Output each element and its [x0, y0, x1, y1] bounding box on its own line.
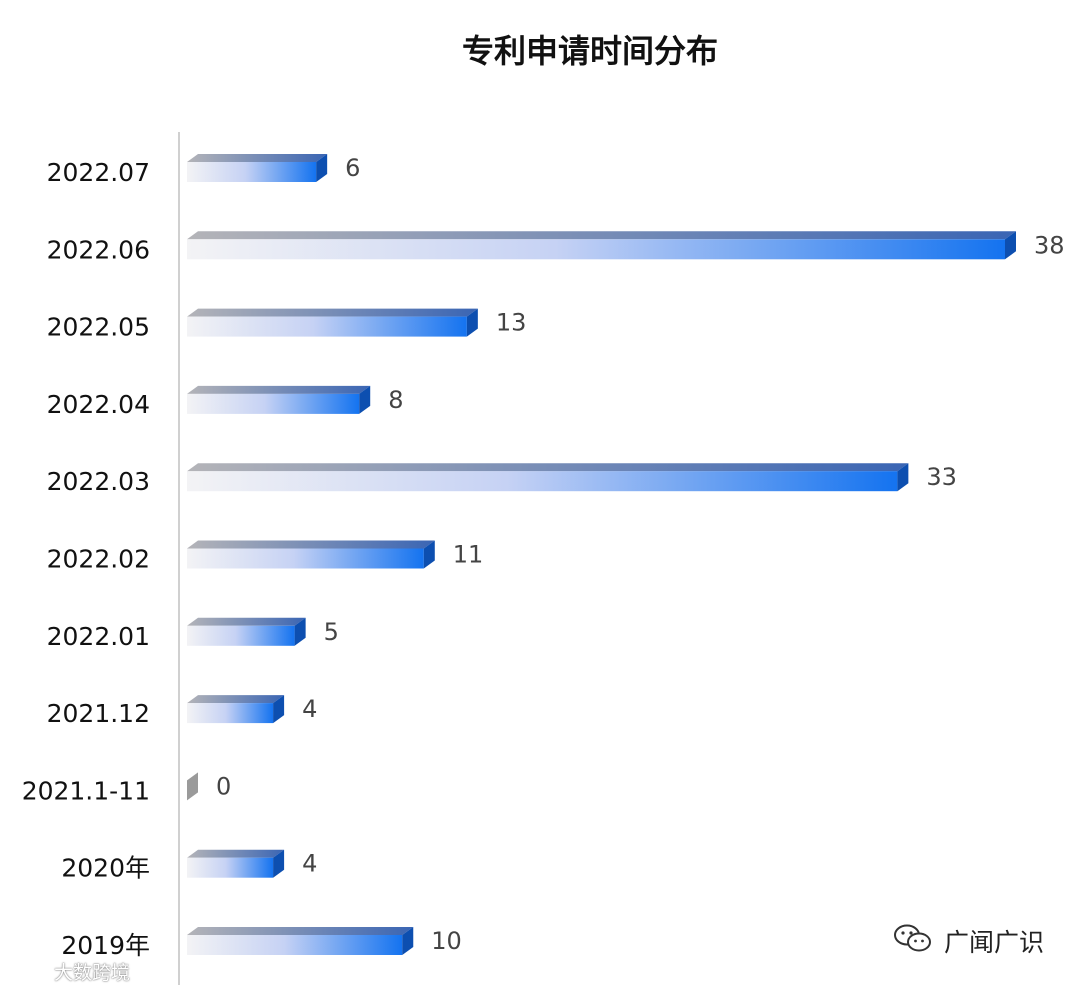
bar [187, 857, 274, 878]
bar-group: 2021.1-11 0 [22, 772, 231, 805]
bar-top-face [187, 849, 285, 858]
value-label: 5 [324, 618, 339, 646]
category-label: 2021.1-11 [22, 776, 150, 805]
bar-group: 2022.04 8 [47, 385, 403, 419]
value-label: 33 [926, 463, 957, 491]
bar-group: 2020年 4 [61, 849, 317, 883]
value-label: 0 [216, 772, 231, 800]
bar-group: 2022.02 11 [47, 540, 484, 574]
bar [187, 935, 403, 955]
bar-side-face [423, 540, 435, 569]
weibo-watermark-text: 大数跨境 [54, 962, 131, 984]
bar-group: 2021.12 4 [47, 695, 317, 728]
value-label: 11 [453, 541, 484, 569]
weibo-icon [10, 958, 50, 985]
bar-group: 2022.06 38 [47, 231, 1065, 264]
bar [187, 625, 295, 646]
bar-side-face [359, 385, 371, 414]
category-label: 2022.03 [47, 467, 150, 496]
wechat-watermark: 广闻广识 [892, 923, 1044, 959]
bar-top-face [187, 540, 435, 549]
category-label: 2022.01 [47, 622, 150, 651]
bar-side-face [273, 849, 285, 878]
bar-side-face [466, 308, 478, 337]
bar [187, 772, 198, 801]
value-label: 8 [388, 386, 403, 414]
bar-top-face [187, 154, 328, 162]
bar [187, 548, 424, 569]
bar-side-face [273, 695, 285, 724]
bar-group: 2022.07 6 [47, 154, 360, 187]
category-label: 2019年 [61, 931, 150, 960]
value-label: 4 [302, 850, 317, 878]
bar-group: 2019年 10 [61, 927, 462, 960]
bar-top-face [187, 231, 1016, 240]
bar-top-face [187, 927, 414, 935]
bar-group: 2022.03 33 [47, 463, 957, 496]
weibo-watermark: 大数跨境 [10, 958, 130, 985]
bar [187, 162, 317, 182]
bar-group: 2022.05 13 [47, 308, 527, 342]
bar-top-face [187, 385, 371, 394]
bar [187, 239, 1005, 260]
bar [187, 393, 360, 414]
wechat-watermark-text: 广闻广识 [943, 928, 1044, 957]
bar-top-face [187, 695, 285, 704]
bar-side-face [294, 617, 306, 646]
category-label: 2022.05 [47, 313, 150, 342]
bar-side-face [1005, 231, 1016, 260]
chart-title: 专利申请时间分布 [462, 32, 718, 70]
category-label: 2021.12 [47, 699, 150, 728]
category-label: 2022.02 [47, 545, 150, 574]
bar-top-face [187, 463, 909, 472]
category-label: 2022.04 [47, 390, 150, 419]
wechat-icon [892, 923, 934, 959]
bar [187, 471, 898, 492]
bar [187, 703, 274, 724]
bar [187, 316, 467, 337]
value-label: 13 [496, 309, 527, 337]
value-label: 38 [1034, 231, 1065, 259]
value-label: 6 [345, 154, 360, 182]
bar-group: 2022.01 5 [47, 617, 339, 651]
category-label: 2020年 [61, 854, 150, 883]
value-label: 4 [302, 695, 317, 723]
category-label: 2022.06 [47, 235, 150, 264]
bar-side-face [316, 154, 328, 182]
bar-top-face [187, 308, 478, 317]
bar-side-face [402, 927, 414, 955]
bar-top-face [187, 617, 306, 626]
bar-side-face [897, 463, 909, 492]
category-label: 2022.07 [47, 158, 150, 187]
value-label: 10 [431, 927, 462, 955]
